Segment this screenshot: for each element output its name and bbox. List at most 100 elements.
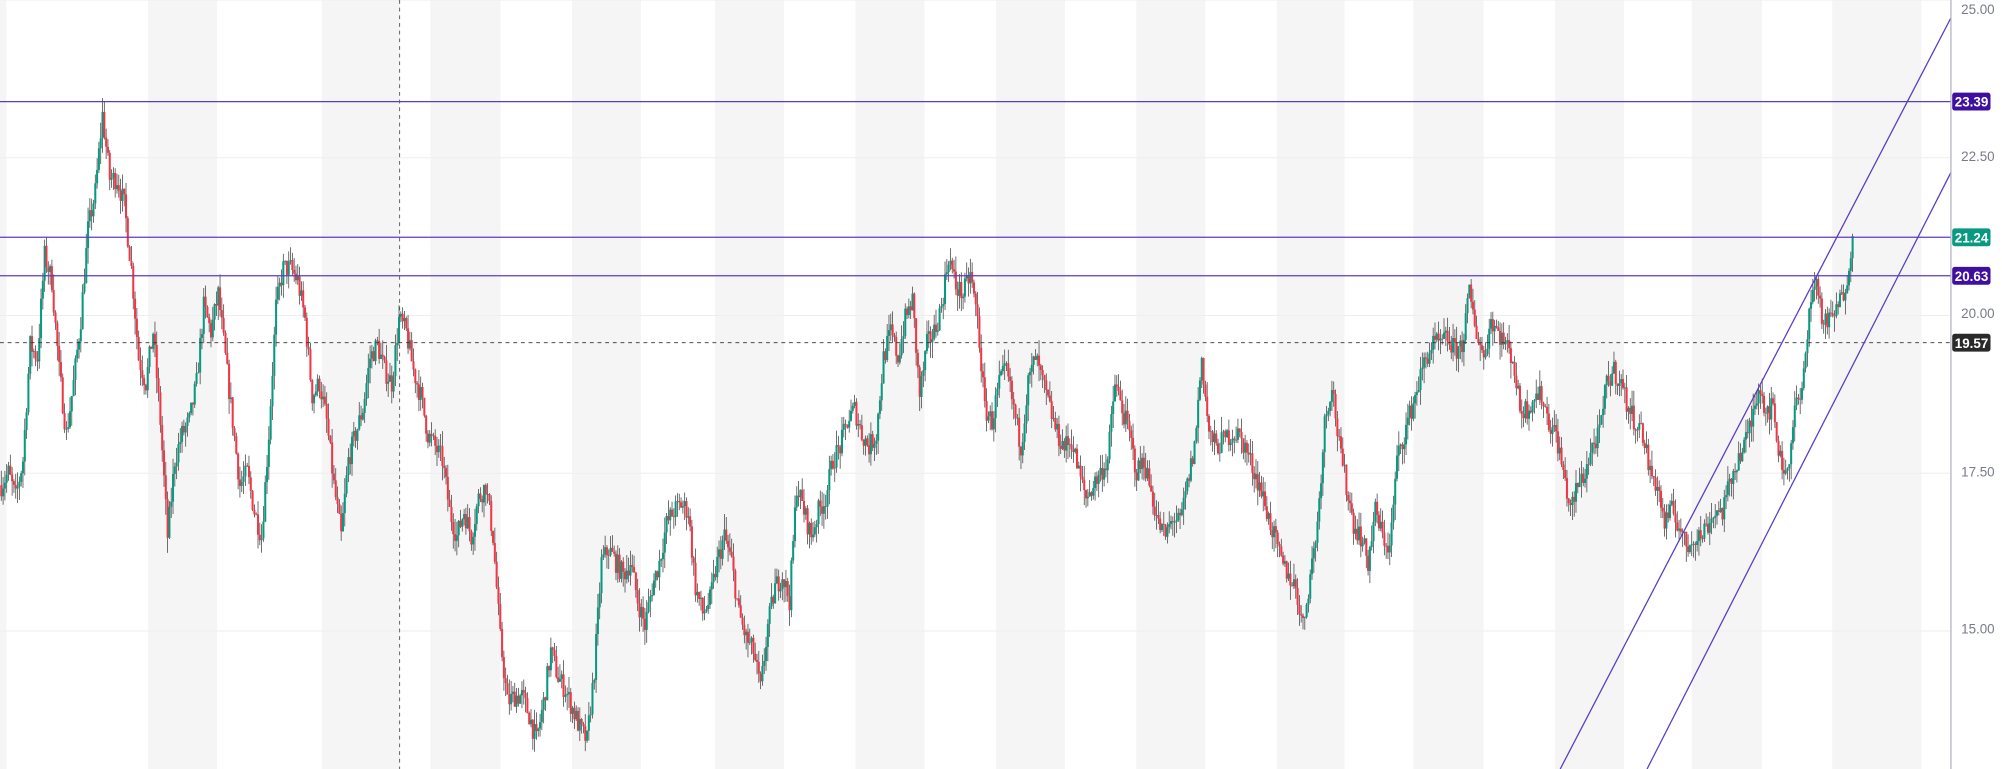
candle-body	[173, 466, 176, 474]
candle-body	[1207, 416, 1211, 432]
candle-body	[1678, 528, 1681, 531]
candle-body	[430, 433, 433, 436]
candle-body	[473, 524, 476, 537]
candle-body	[1640, 423, 1643, 424]
candle-body	[1766, 406, 1769, 414]
candle-body	[1265, 506, 1268, 519]
candle-body	[830, 460, 833, 470]
channel-lower-line	[1646, 172, 1952, 769]
level-tag-20-63	[1952, 266, 1991, 285]
candle-body	[11, 474, 14, 482]
candle-body	[1826, 313, 1829, 328]
candle-body	[806, 508, 809, 535]
candle-body	[938, 308, 941, 331]
candle-body	[564, 695, 567, 697]
candle-body	[1018, 417, 1021, 447]
candle-body	[41, 280, 44, 299]
candle-body	[1229, 442, 1232, 446]
candle-body	[303, 307, 307, 318]
candle-body	[193, 383, 196, 405]
candle-body	[162, 450, 166, 476]
candle-body	[718, 549, 721, 557]
candle-body	[1150, 485, 1153, 492]
candle-body	[276, 286, 279, 300]
candle-body	[947, 264, 950, 273]
candle-body	[815, 524, 818, 528]
candle-body	[1786, 468, 1789, 471]
candle-body	[294, 273, 297, 281]
candle-body	[1381, 521, 1384, 533]
candle-body	[616, 554, 619, 573]
candle-body	[942, 304, 945, 307]
candle-body	[1399, 444, 1402, 446]
candle-body	[1728, 478, 1731, 482]
candle-body	[877, 413, 880, 441]
candle-body	[658, 560, 661, 578]
drawings[interactable]	[0, 17, 1952, 769]
candle-body	[1318, 498, 1321, 522]
candle-body	[1679, 528, 1682, 532]
candle-body	[1491, 319, 1494, 332]
candle-body	[1600, 415, 1603, 425]
candle-body	[358, 415, 361, 430]
candle-body	[399, 313, 402, 317]
candle-body	[311, 379, 314, 404]
candle-body	[1517, 385, 1520, 389]
candle-body	[1341, 448, 1344, 466]
candle-body	[146, 367, 149, 391]
candle-body	[132, 265, 135, 299]
candle-body	[1352, 512, 1355, 534]
candle-body	[866, 438, 869, 446]
candle-body	[1065, 436, 1068, 451]
candle-body	[499, 603, 502, 629]
candle-body	[992, 418, 995, 430]
candle-body	[557, 677, 560, 682]
candle-body	[34, 351, 37, 360]
candle-body	[1307, 598, 1310, 605]
candle-body	[1121, 400, 1124, 414]
candle-body	[1386, 546, 1389, 553]
price-axis[interactable]: 25.00 22.50 20.00 17.50 15.00	[1961, 2, 1995, 637]
candle-body	[260, 538, 263, 541]
candle-body	[115, 185, 119, 190]
candle-body	[775, 576, 778, 584]
candle-body	[360, 415, 363, 420]
candle-body	[170, 501, 173, 507]
candle-body	[1546, 406, 1549, 414]
candle-body	[896, 355, 900, 363]
candle-body	[513, 691, 516, 707]
candle-body	[634, 572, 637, 591]
candle-body	[1296, 587, 1299, 605]
candle-body	[1236, 428, 1239, 440]
candle-body	[1556, 431, 1559, 454]
candle-body	[1000, 371, 1003, 376]
candle-body	[1130, 430, 1133, 438]
candle-body	[895, 337, 898, 356]
candle-body	[515, 695, 518, 707]
candle-body	[1582, 473, 1585, 484]
candle-body	[1348, 500, 1352, 504]
candle-body	[23, 430, 26, 462]
candle-body	[573, 707, 576, 720]
candle-body	[1106, 459, 1109, 471]
candle-body	[1737, 453, 1740, 471]
candle-body	[790, 560, 793, 611]
candle-body	[1164, 524, 1167, 537]
candle-body	[642, 607, 645, 619]
candle-body	[144, 385, 147, 391]
candle-body	[398, 316, 401, 343]
candle-body	[1791, 427, 1794, 444]
candle-body	[1146, 468, 1149, 479]
candle-body	[857, 424, 860, 426]
candle-body	[889, 324, 892, 331]
candle-body	[1249, 453, 1252, 455]
candle-body	[1500, 332, 1503, 345]
candle-body	[1101, 467, 1104, 480]
candle-body	[454, 534, 457, 541]
candle-body	[16, 486, 19, 489]
candle-body	[1656, 486, 1659, 491]
candle-body	[1819, 295, 1822, 299]
candle-body	[1513, 361, 1516, 376]
candle-body	[1580, 473, 1583, 483]
